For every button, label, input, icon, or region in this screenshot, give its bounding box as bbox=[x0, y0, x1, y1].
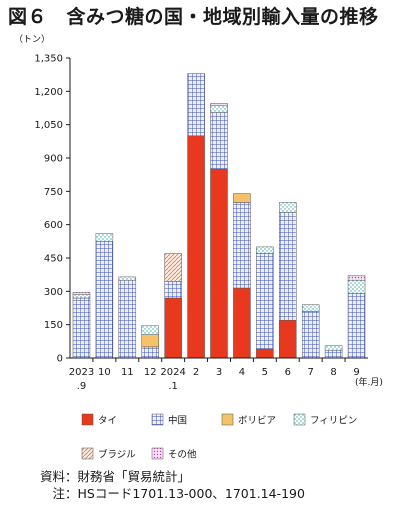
bar-segment bbox=[164, 281, 182, 299]
x-tick-label: 10 bbox=[98, 367, 111, 378]
bar-segment bbox=[256, 246, 274, 254]
legend-label: フィリピン bbox=[310, 416, 357, 427]
y-tick-label: 600 bbox=[44, 220, 63, 231]
bar-segment bbox=[233, 202, 251, 289]
bar-segment bbox=[95, 241, 114, 359]
bar-segment bbox=[210, 103, 228, 107]
bar-segment bbox=[141, 346, 159, 359]
y-tick-label: 1,050 bbox=[34, 120, 63, 131]
x-tick-label-line2: .1 bbox=[168, 381, 178, 392]
y-tick-label: 150 bbox=[44, 320, 63, 331]
legend-swatch bbox=[81, 413, 94, 426]
bar-segment bbox=[118, 279, 137, 359]
legend-swatch bbox=[221, 413, 234, 426]
bar-segment bbox=[187, 73, 205, 137]
bar-segment bbox=[141, 334, 159, 348]
x-tick-label: 2024 bbox=[160, 367, 185, 378]
y-tick-label: 1,350 bbox=[34, 54, 63, 65]
bar-segment bbox=[301, 304, 320, 312]
bar-segment bbox=[347, 279, 366, 294]
bar-segment bbox=[256, 348, 274, 359]
bar-segment bbox=[233, 193, 251, 203]
y-tick-label: 900 bbox=[44, 154, 63, 165]
bar-segment bbox=[164, 297, 182, 359]
bar-segment bbox=[95, 233, 114, 242]
bar-segment bbox=[118, 276, 137, 281]
bar-segment bbox=[324, 349, 343, 359]
x-tick-label: 2 bbox=[193, 367, 199, 378]
bar-segment bbox=[233, 287, 251, 359]
x-tick-label: 3 bbox=[216, 367, 222, 378]
figure-title: 図６ 含みつ糖の国・地域別輸入量の推移 bbox=[8, 6, 379, 28]
bar-segment bbox=[187, 135, 205, 359]
x-tick-label: 11 bbox=[121, 367, 134, 378]
bar-segment bbox=[324, 345, 343, 351]
chart-notes: 資料：財務省「貿易統計」 注：HSコード1701.13-000、1701.14-… bbox=[40, 468, 305, 502]
bar-segment bbox=[210, 112, 228, 170]
legend-swatch bbox=[151, 413, 164, 426]
bar-segment bbox=[164, 253, 182, 282]
x-tick-label-line2: .9 bbox=[77, 381, 87, 392]
bar-segment bbox=[347, 275, 366, 281]
bar-segment bbox=[141, 325, 159, 335]
bar-segment bbox=[72, 294, 91, 299]
x-tick-label: 9 bbox=[353, 367, 359, 378]
x-tick-label: 6 bbox=[285, 367, 291, 378]
x-tick-label: 8 bbox=[330, 367, 336, 378]
legend-swatch bbox=[151, 447, 164, 460]
y-tick-label: 1,200 bbox=[34, 87, 63, 98]
y-tick-label: 0 bbox=[57, 354, 63, 365]
x-unit-label: (年.月) bbox=[355, 376, 383, 388]
legend-swatch bbox=[81, 447, 94, 460]
legend-swatch bbox=[293, 413, 306, 426]
hs-code-note: 注：HSコード1701.13-000、1701.14-190 bbox=[40, 486, 305, 501]
x-tick-label: 4 bbox=[239, 367, 245, 378]
bar-segment bbox=[210, 105, 228, 113]
bar-segment bbox=[279, 212, 297, 321]
bar-series-group bbox=[72, 73, 366, 359]
x-tick-label: 2023 bbox=[69, 367, 94, 378]
legend-label: 中国 bbox=[168, 415, 187, 427]
bar-segment bbox=[72, 297, 91, 359]
bar-segment bbox=[72, 292, 91, 295]
bar-segment bbox=[279, 319, 297, 359]
source-note: 資料：財務省「貿易統計」 bbox=[40, 469, 191, 484]
x-tick-label: 7 bbox=[308, 367, 314, 378]
y-tick-label: 450 bbox=[44, 254, 63, 265]
bar-segment bbox=[210, 168, 228, 359]
bar-segment bbox=[301, 311, 320, 359]
y-tick-label: 750 bbox=[44, 187, 63, 198]
bar-segment bbox=[347, 293, 366, 359]
y-axis: 0 150 300 450 600 750 900 1,050 1,200 1,350 bbox=[34, 54, 71, 365]
legend-label: タイ bbox=[98, 416, 117, 427]
bar-segment bbox=[256, 253, 274, 350]
x-axis: 2023 .9 10 11 12 2024 .1 2 3 4 5 6 7 8 9 bbox=[69, 357, 368, 392]
y-unit-label: （トン） bbox=[14, 34, 50, 45]
legend-label: その他 bbox=[168, 449, 197, 461]
bar-segment bbox=[279, 202, 297, 213]
y-tick-label: 300 bbox=[44, 287, 63, 298]
legend-label: ボリビア bbox=[238, 416, 276, 427]
legend-label: ブラジル bbox=[98, 449, 136, 461]
x-tick-label: 12 bbox=[144, 367, 157, 378]
x-tick-label: 5 bbox=[262, 367, 268, 378]
